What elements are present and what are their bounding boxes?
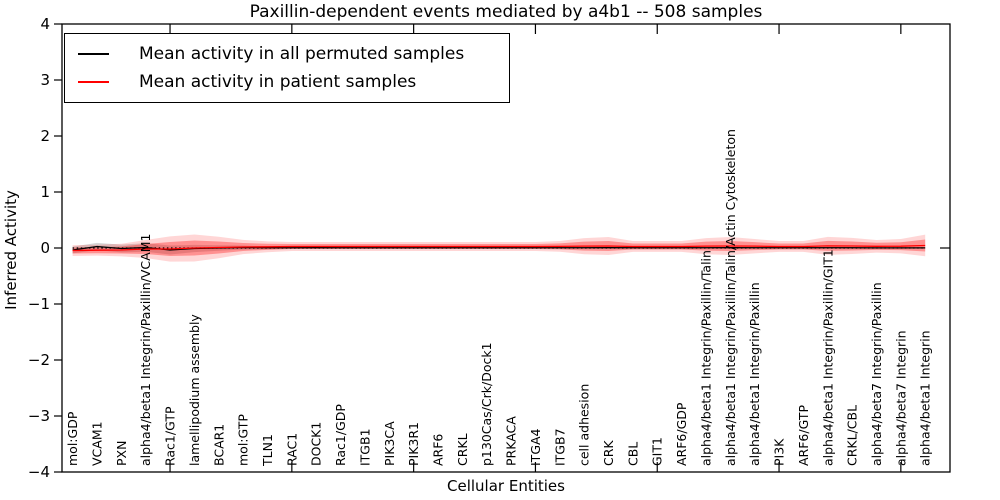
y-tick-label: −1 xyxy=(28,295,50,313)
x-tick-label: ITGB7 xyxy=(552,428,567,466)
x-tick-label: mol:GTP xyxy=(236,414,251,466)
y-tick-label: −4 xyxy=(28,463,50,481)
x-tick-label: p130Cas/Crk/Dock1 xyxy=(479,342,494,466)
x-tick-label: alpha4/beta1 Integrin/Paxillin/VCAM1 xyxy=(138,234,153,466)
x-tick-label: RAC1 xyxy=(284,433,299,466)
x-tick-label: ARF6/GTP xyxy=(796,405,811,466)
x-tick-label: BCAR1 xyxy=(211,424,226,466)
legend-label-permuted: Mean activity in all permuted samples xyxy=(139,44,465,64)
x-tick-label: PRKACA xyxy=(504,416,519,466)
x-axis-label: Cellular Entities xyxy=(447,477,565,495)
y-tick-label: 4 xyxy=(40,15,50,33)
x-tick-label: alpha4/beta7 Integrin xyxy=(893,330,908,466)
x-tick-label: PIK3CA xyxy=(382,421,397,466)
x-tick-label: PI3K xyxy=(772,438,787,466)
y-tick-label: 2 xyxy=(40,127,50,145)
chart-title: Paxillin-dependent events mediated by a4… xyxy=(249,2,763,22)
x-tick-label: ITGB1 xyxy=(357,428,372,466)
y-tick-label: −3 xyxy=(28,407,50,425)
x-tick-label: lamellipodium assembly xyxy=(187,314,202,466)
x-tick-label: CBL xyxy=(625,442,640,466)
x-tick-label: CRKL/CBL xyxy=(845,405,860,466)
x-tick-label: alpha4/beta7 Integrin/Paxillin xyxy=(869,282,884,466)
legend-label-patient: Mean activity in patient samples xyxy=(139,72,417,92)
x-tick-label: GIT1 xyxy=(650,437,665,466)
x-tick-label: DOCK1 xyxy=(309,422,324,466)
x-tick-label: TLN1 xyxy=(260,434,275,467)
x-tick-label: alpha4/beta1 Integrin/Paxillin/Talin/Act… xyxy=(723,129,738,466)
patient-mean-line xyxy=(72,244,926,252)
x-tick-label: Rac1/GTP xyxy=(163,406,178,466)
y-tick-label: 3 xyxy=(40,71,50,89)
x-tick-label: mol:GDP xyxy=(65,411,80,466)
x-tick-label: alpha4/beta1 Integrin/Paxillin/GIT1 xyxy=(820,249,835,466)
y-tick-label: 0 xyxy=(40,239,50,257)
x-tick-label: CRKL xyxy=(455,433,470,466)
legend-item-permuted: Mean activity in all permuted samples xyxy=(65,41,509,67)
x-tick-label: VCAM1 xyxy=(89,421,104,466)
x-tick-label: alpha4/beta1 Integrin/Paxillin xyxy=(747,282,762,466)
x-tick-label: alpha4/beta1 Integrin/Paxillin/Talin xyxy=(698,250,713,466)
x-tick-label: ITGA4 xyxy=(528,428,543,466)
x-tick-label: Rac1/GDP xyxy=(333,404,348,466)
y-tick-label: 1 xyxy=(40,183,50,201)
x-tick-label: ARF6 xyxy=(431,434,446,466)
y-tick-label: −2 xyxy=(28,351,50,369)
x-tick-label: alpha4/beta1 Integrin xyxy=(918,330,933,466)
patient-line-swatch xyxy=(78,81,109,83)
permuted-spread-band xyxy=(72,242,926,255)
x-tick-label: ARF6/GDP xyxy=(674,402,689,466)
x-tick-label: PIK3R1 xyxy=(406,422,421,466)
x-tick-label: cell adhesion xyxy=(577,384,592,466)
x-tick-label: PXN xyxy=(114,441,129,466)
legend-item-patient: Mean activity in patient samples xyxy=(65,69,509,95)
permuted-line-swatch xyxy=(78,53,109,55)
x-tick-label: CRK xyxy=(601,440,616,466)
legend: Mean activity in all permuted samples Me… xyxy=(64,33,510,103)
y-axis-label: Inferred Activity xyxy=(2,190,20,310)
